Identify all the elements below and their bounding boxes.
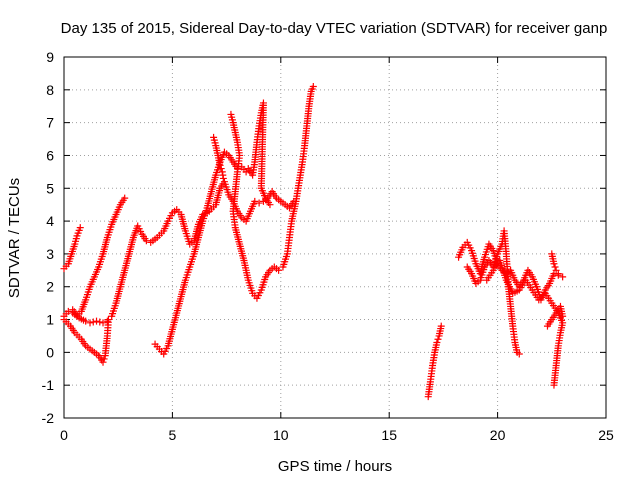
trace-4-point-2 [82, 317, 90, 325]
plot-frame [63, 56, 607, 419]
trace-4-point-5 [99, 319, 107, 327]
axis-ticks [63, 56, 607, 419]
trace-3-point-43 [251, 197, 259, 205]
y-tick-label-3: 1 [46, 312, 54, 328]
y-tick-label-0: -2 [42, 410, 55, 426]
trace-2-point-1 [64, 307, 72, 315]
trace-1-point-5 [76, 224, 84, 232]
x-tick-label-1: 5 [169, 427, 177, 443]
trace-15-point-1 [550, 260, 558, 268]
trace-4-point-4 [93, 317, 101, 325]
y-tick-label-8: 6 [46, 147, 54, 163]
trace-11-point-24 [559, 273, 567, 281]
trace-10-point-6 [437, 322, 445, 330]
trace-14-point-4 [559, 312, 567, 320]
trace-10-point-4 [433, 339, 441, 347]
trace-13-point-16 [550, 381, 558, 389]
trace-15-point-3 [554, 270, 562, 278]
y-tick-label-9: 7 [46, 115, 54, 131]
trace-3-point-8 [99, 358, 107, 366]
y-tick-label-6: 4 [46, 213, 54, 229]
x-tick-label-2: 10 [273, 427, 289, 443]
y-tick-labels: -2 -1 0 1 2 3 4 5 6 7 8 9 [42, 49, 55, 426]
trace-3-point-11 [104, 316, 112, 324]
x-tick-label-3: 15 [381, 427, 397, 443]
x-axis-title: GPS time / hours [278, 458, 392, 475]
trace-9-point-13 [309, 83, 317, 91]
data-points [60, 83, 567, 401]
y-tick-label-1: -1 [42, 377, 55, 393]
chart-title: Day 135 of 2015, Sidereal Day-to-day VTE… [61, 20, 608, 37]
y-tick-label-7: 5 [46, 180, 54, 196]
y-tick-label-2: 0 [46, 344, 54, 360]
trace-7-point-18 [275, 266, 283, 274]
trace-10-marker-4-1 [434, 335, 442, 343]
trace-2-point-14 [121, 194, 129, 202]
y-tick-label-4: 2 [46, 279, 54, 295]
trace-6-point-5 [219, 174, 227, 182]
x-tick-label-5: 25 [598, 427, 614, 443]
trace-4-marker-4-1 [96, 318, 104, 326]
trace-6-point-3 [216, 161, 224, 169]
trace-3-point-20 [142, 237, 150, 245]
trace-4-point-6 [103, 317, 111, 325]
trace-8-point-9 [266, 201, 274, 209]
x-tick-label-0: 0 [60, 427, 68, 443]
trace-3-marker-8-1 [100, 355, 108, 363]
x-tick-labels: 0 5 10 15 20 25 [60, 427, 614, 443]
grid-lines [64, 57, 606, 418]
y-tick-label-5: 3 [46, 246, 54, 262]
trace-3-point-44 [255, 199, 263, 207]
trace-4-marker-3-1 [89, 318, 97, 326]
y-axis-title: SDTVAR / TECUs [6, 178, 23, 298]
y-tick-label-10: 8 [46, 82, 54, 98]
trace-15-marker-1-1 [551, 263, 559, 271]
trace-4-point-3 [86, 319, 94, 327]
y-tick-label-11: 9 [46, 49, 54, 65]
x-tick-label-4: 20 [490, 427, 506, 443]
trace-12-point-16 [515, 350, 523, 358]
trace-6-marker-3-1 [217, 165, 225, 173]
